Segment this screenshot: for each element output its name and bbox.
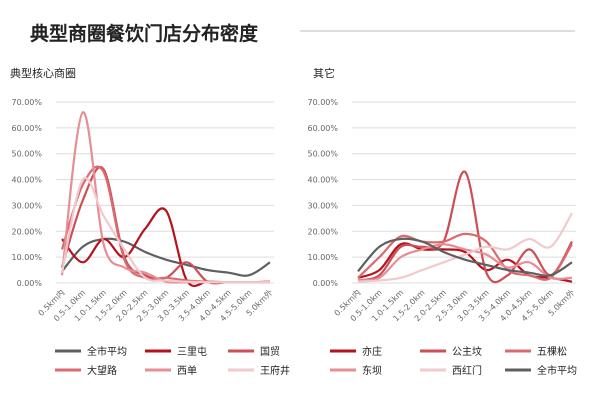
y-tick-label: 70.00%: [11, 98, 42, 107]
legend-label: 大望路: [87, 364, 117, 377]
y-tick-label: 10.00%: [11, 253, 42, 262]
legend-label: 亦庄: [362, 345, 382, 358]
chart-panel-1: 典型核心商圈 0.00% 10.00% 20.00% 30.00% 40.00% 50.00…: [10, 66, 290, 377]
legend-label: 王府井: [260, 364, 290, 377]
legend-label: 公主坟: [452, 345, 482, 358]
legend-label: 五棵松: [537, 345, 567, 358]
y-tick-label: 30.00%: [307, 201, 338, 210]
legend-label: 国贸: [260, 346, 280, 358]
y-tick-label: 40.00%: [11, 176, 42, 185]
page-title: 典型商圈餐饮门店分布密度: [30, 22, 259, 45]
series-line: [357, 212, 573, 283]
legend-label: 西红门: [452, 364, 482, 377]
legend-label: 西单: [177, 365, 197, 377]
y-tick-label: 70.00%: [307, 98, 338, 107]
charts-layer: 典型核心商圈 0.00% 10.00% 20.00% 30.00% 40.00% 50.00…: [10, 66, 577, 377]
series-line: [60, 176, 270, 284]
y-tick-label: 20.00%: [307, 227, 338, 236]
y-tick-label: 30.00%: [11, 201, 42, 210]
y-tick-label: 60.00%: [11, 124, 42, 133]
chart-panel-2: 其它 0.00% 10.00% 20.00% 30.00% 40.00% 50.00% 60.…: [307, 66, 577, 377]
legend-label: 全市平均: [537, 364, 577, 377]
series-line: [357, 170, 573, 284]
series-line: [357, 243, 573, 282]
y-tick-label: 50.00%: [307, 150, 338, 159]
y-tick-label: 20.00%: [11, 227, 42, 236]
chart-title: 其它: [313, 66, 335, 80]
series-line: [60, 165, 271, 284]
series-line: [357, 237, 573, 277]
y-tick-label: 50.00%: [11, 150, 42, 159]
y-tick-label: 0.00%: [313, 279, 339, 288]
y-tick-label: 10.00%: [307, 253, 338, 262]
chart-title: 典型核心商圈: [10, 66, 76, 80]
legend-label: 东坝: [362, 364, 382, 377]
legend-label: 三里屯: [177, 345, 207, 358]
legend-label: 全市平均: [87, 345, 127, 358]
series-line: [61, 237, 271, 277]
y-tick-label: 0.00%: [17, 279, 43, 288]
y-tick-label: 60.00%: [307, 124, 338, 133]
y-tick-label: 40.00%: [307, 176, 338, 185]
series-line: [60, 166, 270, 285]
